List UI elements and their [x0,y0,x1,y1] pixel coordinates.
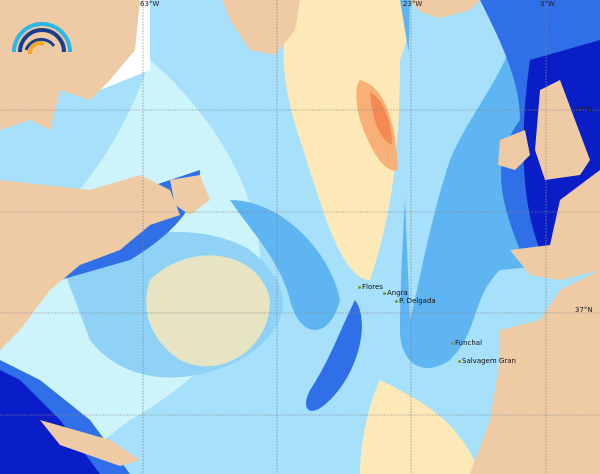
place-marker-icon [458,359,461,363]
place-delgada: P. Delgada [395,297,436,305]
land-north-america-east [0,175,180,350]
ocean-deep-jet [306,300,362,411]
place-label: Funchal [455,339,483,347]
place-angra: Angra [383,289,408,297]
latitude-label: 57°N [575,106,593,114]
latitude-label: 37°N [575,306,593,314]
land-iceland [410,0,480,18]
longitude-label: 3°W [540,0,555,8]
place-marker-icon [395,299,398,303]
place-marker-icon [383,291,386,295]
warm-hottest [370,92,392,145]
place-label: Salvagem Gran [462,357,516,365]
land-africa-strip [470,300,600,474]
land-greenland [222,0,300,55]
warm-south-east [360,380,480,474]
place-marker-icon [358,285,361,289]
land-cuba [40,420,140,466]
place-funchal: Funchal [451,339,482,347]
place-label: P. Delgada [399,297,436,305]
ocean-mid-west [230,200,340,330]
land-britain [535,80,590,180]
wave-arcs-logo [12,22,72,55]
warm-north-band [283,0,420,280]
land-ireland [498,130,530,170]
place-flores: Flores [358,283,383,291]
place-label: Angra [387,289,408,297]
place-salvagem: Salvagem Gran [458,357,516,365]
ocean-east-light [405,0,520,320]
longitude-label: 23°W [403,0,423,8]
land-newfoundland [170,175,210,215]
place-marker-icon [451,341,454,345]
warm-gyre [146,255,270,367]
longitude-label: 63°W [140,0,160,8]
place-label: Flores [362,283,383,291]
